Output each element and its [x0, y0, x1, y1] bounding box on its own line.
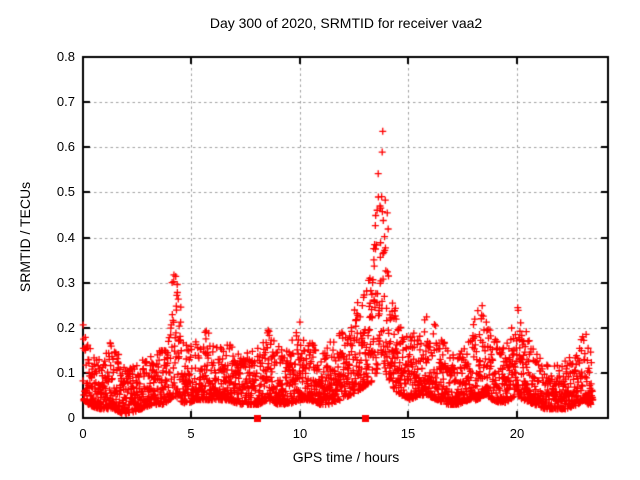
x-tick-label: 10 [292, 426, 308, 441]
y-tick-label: 0.2 [56, 320, 75, 335]
x-tick-label: 20 [509, 426, 525, 441]
x-tick-label: 5 [187, 426, 195, 441]
y-tick-label: 0.4 [56, 230, 75, 245]
y-tick-label: 0.3 [56, 275, 75, 290]
y-tick-label: 0.5 [56, 184, 75, 199]
y-tick-label: 0 [67, 410, 75, 425]
x-axis-label: GPS time / hours [292, 449, 400, 465]
y-tick-label: 0.6 [56, 139, 75, 154]
x-tick-label: 0 [79, 426, 87, 441]
x-tick-label: 15 [400, 426, 416, 441]
y-tick-label: 0.7 [56, 94, 75, 109]
y-tick-label: 0.8 [56, 49, 75, 64]
chart-title: Day 300 of 2020, SRMTID for receiver vaa… [209, 15, 483, 31]
y-tick-label: 0.1 [56, 365, 75, 380]
